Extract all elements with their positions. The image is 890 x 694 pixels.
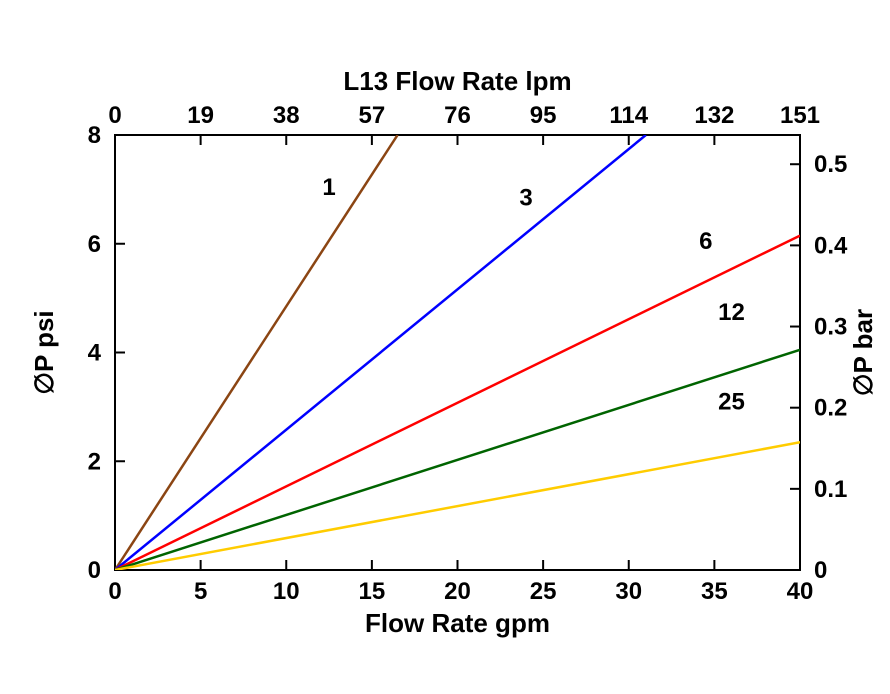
svg-text:40: 40 — [787, 578, 814, 605]
svg-text:38: 38 — [273, 102, 300, 129]
svg-text:76: 76 — [444, 102, 471, 129]
svg-text:30: 30 — [615, 578, 642, 605]
svg-text:0: 0 — [108, 578, 121, 605]
svg-text:5: 5 — [194, 578, 207, 605]
svg-text:25: 25 — [530, 578, 557, 605]
series-line — [115, 135, 646, 570]
svg-text:∅P psi: ∅P psi — [29, 310, 59, 394]
svg-text:6: 6 — [88, 231, 101, 258]
svg-text:L13 Flow Rate lpm: L13 Flow Rate lpm — [343, 66, 571, 96]
svg-text:151: 151 — [780, 102, 820, 129]
series-label: 12 — [718, 299, 745, 326]
svg-text:∅P bar: ∅P bar — [848, 309, 878, 396]
svg-text:95: 95 — [530, 102, 557, 129]
series-label: 6 — [699, 228, 712, 255]
svg-text:114: 114 — [609, 102, 648, 129]
svg-text:0.4: 0.4 — [814, 232, 848, 259]
svg-text:Flow Rate gpm: Flow Rate gpm — [365, 608, 550, 638]
svg-text:132: 132 — [694, 102, 734, 129]
svg-text:10: 10 — [273, 578, 300, 605]
svg-text:19: 19 — [187, 102, 214, 129]
series-line — [115, 135, 398, 570]
series-line — [115, 236, 800, 570]
series-line — [115, 442, 800, 570]
svg-text:4: 4 — [88, 340, 102, 367]
series-label: 1 — [322, 174, 335, 201]
series-label: 25 — [718, 389, 745, 416]
svg-text:0: 0 — [88, 557, 101, 584]
flow-rate-chart: 0510152025303540Flow Rate gpm01938577695… — [0, 0, 890, 694]
svg-text:0: 0 — [108, 102, 121, 129]
chart-container: 0510152025303540Flow Rate gpm01938577695… — [0, 0, 890, 694]
svg-text:0: 0 — [814, 557, 827, 584]
series-line — [115, 350, 800, 570]
svg-text:0.3: 0.3 — [814, 314, 847, 341]
svg-text:8: 8 — [88, 122, 101, 149]
svg-text:0.1: 0.1 — [814, 476, 847, 503]
svg-text:0.2: 0.2 — [814, 395, 847, 422]
svg-text:35: 35 — [701, 578, 728, 605]
svg-text:0.5: 0.5 — [814, 151, 847, 178]
series-label: 3 — [519, 185, 532, 212]
svg-text:57: 57 — [359, 102, 386, 129]
svg-text:20: 20 — [444, 578, 471, 605]
svg-text:2: 2 — [88, 448, 101, 475]
svg-text:15: 15 — [359, 578, 386, 605]
